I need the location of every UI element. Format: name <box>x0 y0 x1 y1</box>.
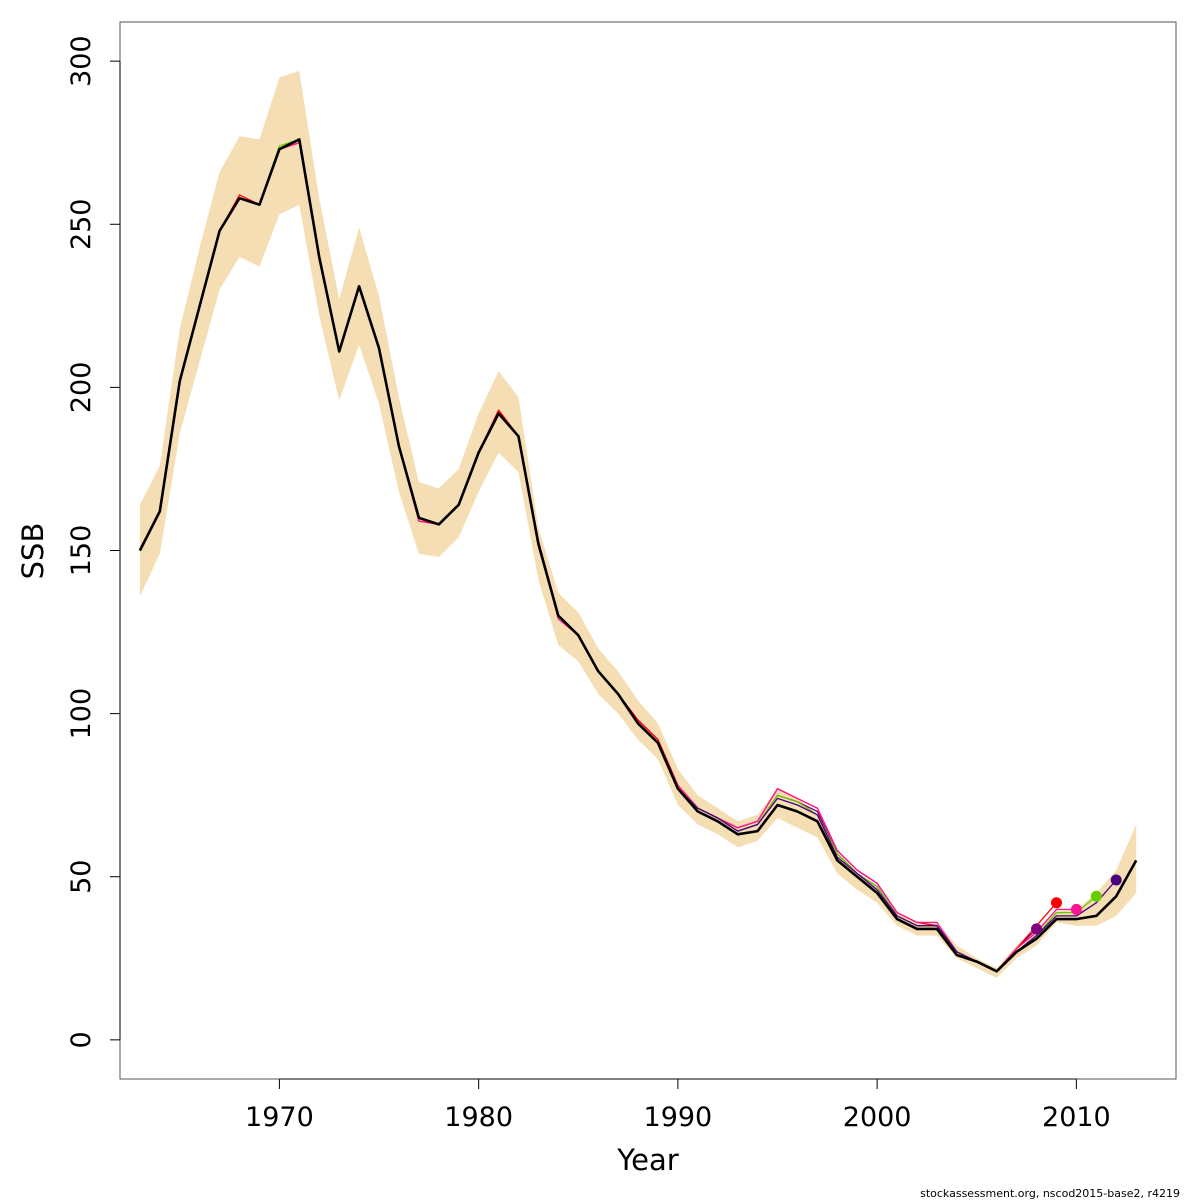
x-tick-label: 1990 <box>644 1102 713 1133</box>
series-end-point-4 <box>1090 890 1102 902</box>
x-tick-label: 1980 <box>444 1102 513 1133</box>
x-tick-label: 1970 <box>245 1102 314 1133</box>
y-tick-label: 300 <box>66 35 97 87</box>
series-end-point-3 <box>1070 903 1082 915</box>
series-line-6 <box>138 138 1138 973</box>
y-axis: 0 50 100 150 200 250 300 <box>66 35 121 1048</box>
y-tick-label: 150 <box>66 525 97 577</box>
x-tick-label: 2010 <box>1042 1102 1111 1133</box>
confidence-band-layer <box>139 70 1137 978</box>
series-layer <box>138 138 1138 973</box>
x-axis-title: Year <box>616 1143 678 1177</box>
series-end-point-1 <box>1031 923 1042 935</box>
y-tick-label: 200 <box>66 362 97 414</box>
footer-credit: stockassessment.org, nscod2015-base2, r4… <box>920 1187 1180 1200</box>
y-tick-label: 250 <box>66 198 97 250</box>
x-axis: 1970 1980 1990 2000 2010 <box>245 1078 1111 1133</box>
y-tick-label: 0 <box>66 1031 97 1048</box>
marker-layer <box>1031 874 1122 935</box>
x-tick-label: 2000 <box>843 1102 912 1133</box>
series-end-point-5 <box>1110 874 1122 886</box>
confidence-band <box>139 70 1137 978</box>
series-end-point-2 <box>1051 897 1062 909</box>
y-tick-label: 100 <box>66 688 97 740</box>
y-axis-title: SSB <box>16 523 50 580</box>
y-tick-label: 50 <box>66 860 97 894</box>
